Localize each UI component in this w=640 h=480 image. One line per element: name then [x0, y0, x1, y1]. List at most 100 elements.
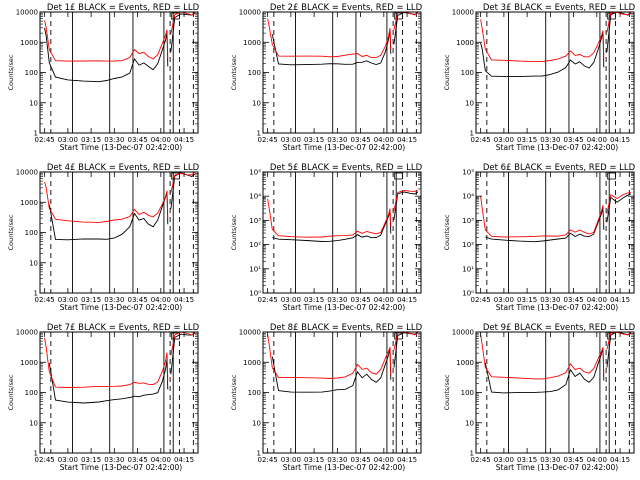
x-tick-label: 03:45 [350, 296, 370, 304]
y-tick-label: 10 [252, 99, 261, 107]
x-tick-label: 03:15 [304, 136, 324, 144]
x-tick-label: 04:15 [610, 456, 630, 464]
x-tick-label: 02:45 [471, 136, 491, 144]
y-tick-label: 100 [461, 389, 474, 397]
panel-title: Det 2£ BLACK = Events, RED = LLD [270, 3, 423, 13]
x-tick-label: 03:15 [517, 296, 537, 304]
x-tick-label: 03:15 [304, 296, 324, 304]
y-tick-label: 10¹ [249, 265, 261, 273]
events-curve [485, 193, 632, 243]
x-tick-label: 04:00 [587, 296, 607, 304]
x-tick-label: 04:15 [174, 456, 194, 464]
x-tick-label: 03:15 [304, 456, 324, 464]
x-tick-label: 03:00 [281, 456, 301, 464]
y-tick-label: 10³ [462, 217, 474, 225]
y-tick-label: 1000 [243, 359, 261, 367]
panel-title: Det 8£ BLACK = Events, RED = LLD [270, 323, 423, 333]
y-tick-label: 10000 [16, 169, 38, 177]
x-tick-label: 02:45 [258, 296, 278, 304]
events-curve [480, 11, 632, 78]
y-axis-label: Counts/sec [7, 374, 15, 410]
y-tick-label: 10 [29, 259, 38, 267]
x-axis-label: Start Time (13-Dec-07 02:42:00) [283, 143, 405, 152]
y-tick-label: 1 [34, 130, 38, 138]
plot-frame [262, 171, 422, 294]
x-tick-label: 04:00 [374, 296, 394, 304]
panel-title: Det 3£ BLACK = Events, RED = LLD [483, 3, 636, 13]
y-tick-label: 1000 [20, 359, 38, 367]
lld-curve [267, 189, 419, 238]
x-tick-label: 03:30 [104, 136, 124, 144]
plot-frame [39, 11, 199, 134]
y-tick-label: 1 [34, 450, 38, 458]
panel-title: Det 9£ BLACK = Events, RED = LLD [483, 323, 636, 333]
x-tick-label: 03:45 [350, 136, 370, 144]
y-tick-label: 100 [461, 69, 474, 77]
x-tick-label: 03:30 [327, 456, 347, 464]
x-tick-label: 03:00 [281, 296, 301, 304]
panel-title: Det 1£ BLACK = Events, RED = LLD [47, 3, 200, 13]
y-tick-label: 10000 [16, 329, 38, 337]
y-tick-label: 100 [25, 389, 38, 397]
y-axis-label: Counts/sec [230, 374, 238, 410]
x-tick-label: 03:45 [350, 456, 370, 464]
y-tick-label: 10 [29, 419, 38, 427]
x-tick-label: 03:45 [127, 136, 147, 144]
y-tick-label: 10⁴ [462, 193, 474, 201]
x-tick-label: 03:15 [81, 296, 101, 304]
y-tick-label: 10⁰ [249, 290, 261, 298]
y-tick-label: 100 [248, 389, 261, 397]
x-tick-label: 03:00 [494, 456, 514, 464]
annotation-box [394, 172, 403, 180]
panel-6: Det 6£ BLACK = Events, RED = LLD 10⁰ 10¹ 10… [443, 163, 636, 312]
y-tick-label: 10000 [452, 329, 474, 337]
x-tick-label: 04:00 [587, 136, 607, 144]
panel-3: Det 3£ BLACK = Events, RED = LLD 1 10 100 10… [443, 3, 636, 152]
events-curve [272, 191, 419, 242]
plot-frame [262, 11, 422, 134]
x-tick-label: 02:45 [471, 296, 491, 304]
x-tick-label: 03:30 [327, 296, 347, 304]
y-tick-label: 10 [465, 419, 474, 427]
x-tick-label: 03:45 [563, 296, 583, 304]
y-tick-label: 1 [257, 130, 261, 138]
y-tick-label: 1000 [20, 39, 38, 47]
x-tick-label: 04:00 [151, 296, 171, 304]
y-tick-label: 10⁴ [249, 193, 261, 201]
y-tick-label: 1 [257, 450, 261, 458]
y-axis-label: Counts/sec [443, 214, 451, 250]
x-tick-label: 03:15 [81, 136, 101, 144]
x-tick-label: 04:15 [174, 136, 194, 144]
x-tick-label: 04:15 [397, 456, 417, 464]
y-tick-label: 10 [465, 99, 474, 107]
x-tick-label: 04:00 [151, 456, 171, 464]
y-axis-label: Counts/sec [7, 54, 15, 90]
x-tick-label: 03:30 [540, 296, 560, 304]
plot-frame [475, 171, 635, 294]
x-tick-label: 03:00 [494, 136, 514, 144]
y-tick-label: 10000 [239, 9, 261, 17]
x-tick-label: 04:15 [397, 296, 417, 304]
annotation-box [607, 172, 616, 180]
plot-frame [262, 331, 422, 454]
x-axis-label: Start Time (13-Dec-07 02:42:00) [60, 143, 182, 152]
y-axis-label: Counts/sec [230, 54, 238, 90]
x-tick-label: 03:30 [540, 456, 560, 464]
panel-1: Det 1£ BLACK = Events, RED = LLD 1 10 100 10… [7, 3, 200, 152]
annotation-box [171, 172, 180, 180]
lld-curve [480, 192, 631, 238]
y-tick-label: 10⁰ [462, 290, 474, 298]
x-tick-label: 03:30 [104, 456, 124, 464]
y-tick-label: 1000 [456, 359, 474, 367]
panel-title: Det 5£ BLACK = Events, RED = LLD [270, 163, 423, 173]
y-tick-label: 1 [34, 290, 38, 298]
x-tick-label: 03:45 [563, 456, 583, 464]
y-tick-label: 1000 [243, 39, 261, 47]
x-axis-label: Start Time (13-Dec-07 02:42:00) [60, 463, 182, 472]
x-tick-label: 04:15 [174, 296, 194, 304]
x-tick-label: 04:15 [610, 296, 630, 304]
x-axis-label: Start Time (13-Dec-07 02:42:00) [496, 143, 618, 152]
y-tick-label: 10000 [239, 329, 261, 337]
y-tick-label: 10 [252, 419, 261, 427]
